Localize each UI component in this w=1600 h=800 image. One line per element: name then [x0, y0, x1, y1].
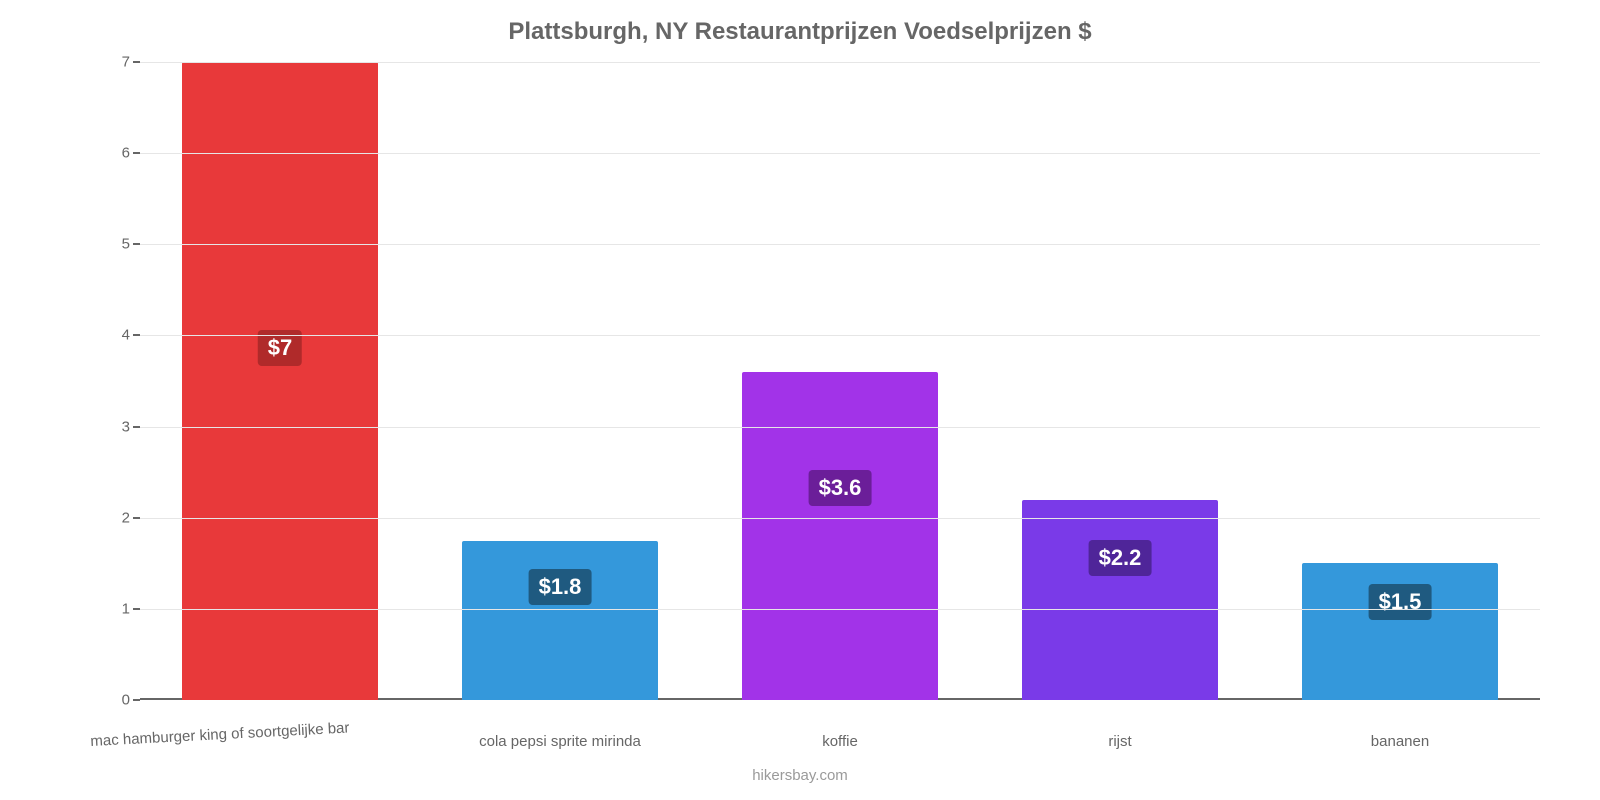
grid-line — [140, 609, 1540, 610]
bar-slot: $3.6 — [700, 62, 980, 700]
bar-value-label: $3.6 — [809, 470, 872, 506]
x-axis-label: bananen — [1260, 733, 1540, 750]
grid-line — [140, 335, 1540, 336]
y-tick-label: 7 — [122, 54, 140, 71]
chart-credit: hikersbay.com — [0, 767, 1600, 784]
y-tick-label: 6 — [122, 145, 140, 162]
grid-line — [140, 427, 1540, 428]
bar-slot: $1.8 — [420, 62, 700, 700]
x-axis-labels: mac hamburger king of soortgelijke barco… — [140, 733, 1540, 750]
bar-slot: $2.2 — [980, 62, 1260, 700]
bar-slot: $7 — [140, 62, 420, 700]
bar-value-label: $1.5 — [1369, 584, 1432, 620]
bar: $2.2 — [1022, 500, 1218, 701]
bar: $1.8 — [462, 541, 658, 701]
bar-value-label: $1.8 — [529, 569, 592, 605]
x-axis-label: cola pepsi sprite mirinda — [420, 733, 700, 750]
grid-line — [140, 518, 1540, 519]
y-tick-label: 3 — [122, 418, 140, 435]
bars-container: $7 $1.8 $3.6 $2.2 $1.5 — [140, 62, 1540, 700]
bar: $1.5 — [1302, 563, 1498, 700]
bar: $7 — [182, 62, 378, 700]
y-tick-label: 4 — [122, 327, 140, 344]
x-axis-label: rijst — [980, 733, 1260, 750]
price-bar-chart: Plattsburgh, NY Restaurantprijzen Voedse… — [0, 0, 1600, 800]
bar: $3.6 — [742, 372, 938, 700]
y-tick-label: 2 — [122, 509, 140, 526]
grid-line — [140, 244, 1540, 245]
bar-value-label: $2.2 — [1089, 540, 1152, 576]
bar-slot: $1.5 — [1260, 62, 1540, 700]
x-axis-label: koffie — [700, 733, 980, 750]
y-tick-label: 1 — [122, 600, 140, 617]
grid-line — [140, 62, 1540, 63]
y-tick-label: 0 — [122, 692, 140, 709]
x-axis-label: mac hamburger king of soortgelijke bar — [140, 733, 420, 750]
y-tick-label: 5 — [122, 236, 140, 253]
chart-title: Plattsburgh, NY Restaurantprijzen Voedse… — [0, 0, 1600, 46]
plot-area: $7$1.8$3.6$2.2$1.5 01234567 — [140, 62, 1540, 700]
grid-line — [140, 153, 1540, 154]
